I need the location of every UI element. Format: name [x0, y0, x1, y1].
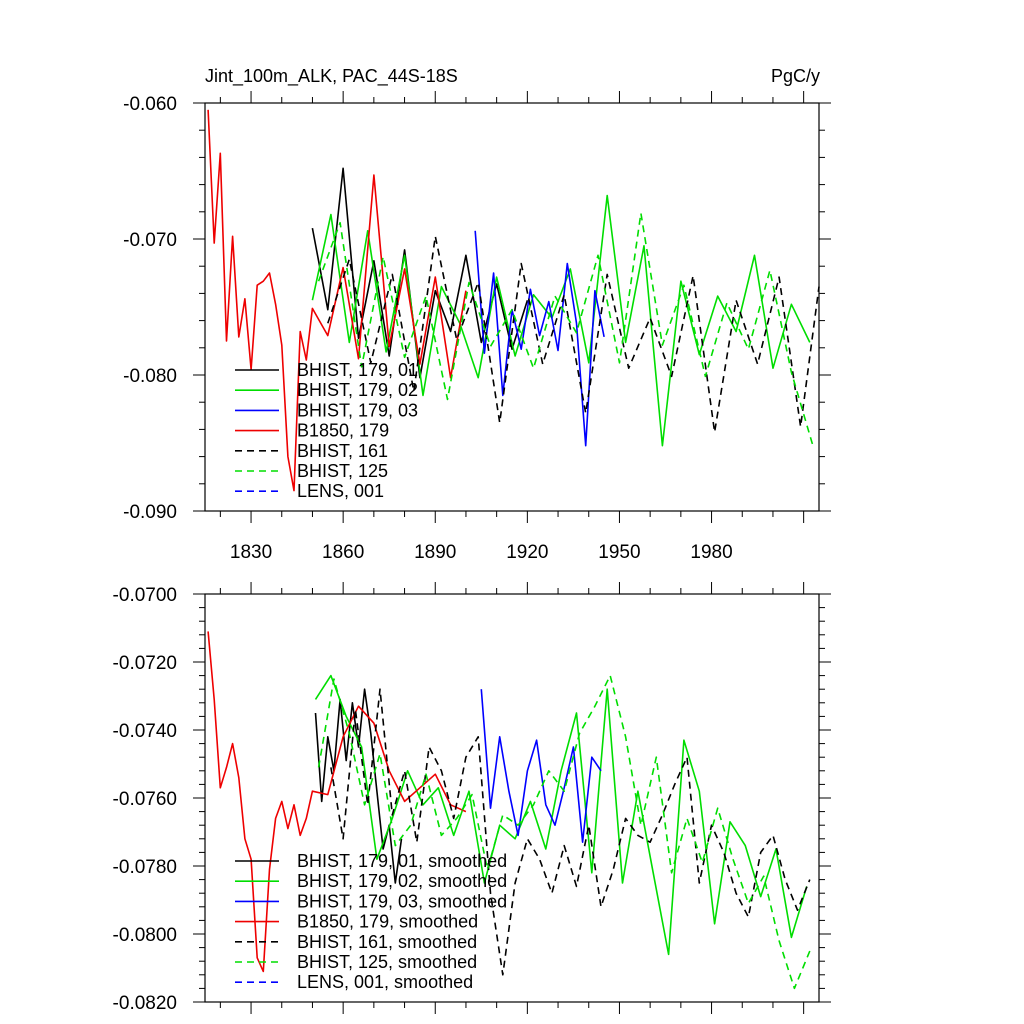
- top-plot-frame: [204, 102, 820, 512]
- y-tick-label: -0.070: [123, 230, 177, 251]
- y-tick-label: -0.0700: [113, 585, 177, 606]
- legend-label: LENS, 001: [297, 481, 384, 501]
- legend-label: BHIST, 179, 03: [297, 400, 418, 420]
- legend-label: B1850, 179: [297, 421, 389, 441]
- series-line-2: [480, 689, 602, 844]
- series-line-3: [207, 631, 467, 973]
- legend-label: BHIST, 161: [297, 441, 388, 461]
- legend-label: LENS, 001, smoothed: [297, 972, 473, 992]
- series-line-4: [327, 235, 820, 433]
- x-tick-label: 1980: [690, 542, 732, 563]
- legend-label: BHIST, 179, 02: [297, 380, 418, 400]
- bottom-axis-ticks: [193, 582, 831, 1014]
- x-tick-label: 1950: [598, 542, 640, 563]
- legend-label: BHIST, 179, 01: [297, 360, 418, 380]
- y-tick-label: -0.0740: [113, 721, 177, 742]
- top-panel-units: PgC/y: [771, 66, 820, 86]
- y-tick-label: -0.0780: [113, 857, 177, 878]
- x-tick-label: 1890: [414, 542, 456, 563]
- x-tick-label: 1920: [506, 542, 548, 563]
- bottom-panel: -0.0820 -0.0800 -0.0780 -0.0760 -0.0740 -0.07…: [113, 582, 831, 1014]
- top-axis-labels: -0.090 -0.080 -0.070 -0.060 1830 1860 1890 1920…: [123, 94, 733, 563]
- legend-label: BHIST, 125, smoothed: [297, 952, 477, 972]
- x-tick-label: 1830: [230, 542, 272, 563]
- bottom-series-lines: [207, 631, 811, 990]
- y-tick-label: -0.090: [123, 502, 177, 523]
- legend-label: BHIST, 179, 03, smoothed: [297, 891, 507, 911]
- top-panel: Jint_100m_ALK, PAC_44S-18S PgC/y -0.090-…: [123, 66, 831, 563]
- legend-label: BHIST, 179, 02, smoothed: [297, 871, 507, 891]
- legend-label: BHIST, 161, smoothed: [297, 932, 477, 952]
- top-panel-title: Jint_100m_ALK, PAC_44S-18S: [205, 66, 458, 87]
- series-line-5: [317, 212, 814, 446]
- legend-label: BHIST, 179, 01, smoothed: [297, 851, 507, 871]
- series-line-2: [474, 230, 605, 447]
- y-tick-label: -0.060: [123, 94, 177, 115]
- series-line-1: [311, 194, 811, 447]
- legend-label: BHIST, 125: [297, 461, 388, 481]
- top-series-lines: [207, 109, 820, 492]
- y-tick-label: -0.0760: [113, 789, 177, 810]
- y-tick-label: -0.080: [123, 366, 177, 387]
- legend-label: B1850, 179, smoothed: [297, 912, 478, 932]
- series-line-5: [317, 674, 811, 990]
- series-line-3: [207, 109, 467, 492]
- bottom-axis-labels: -0.0820 -0.0800 -0.0780 -0.0760 -0.0740 -0.07…: [113, 585, 177, 1014]
- x-tick-label: 1860: [322, 542, 364, 563]
- y-tick-label: -0.0720: [113, 653, 177, 674]
- y-tick-label: -0.0820: [113, 993, 177, 1014]
- top-axis-ticks: [193, 91, 831, 523]
- y-tick-label: -0.0800: [113, 925, 177, 946]
